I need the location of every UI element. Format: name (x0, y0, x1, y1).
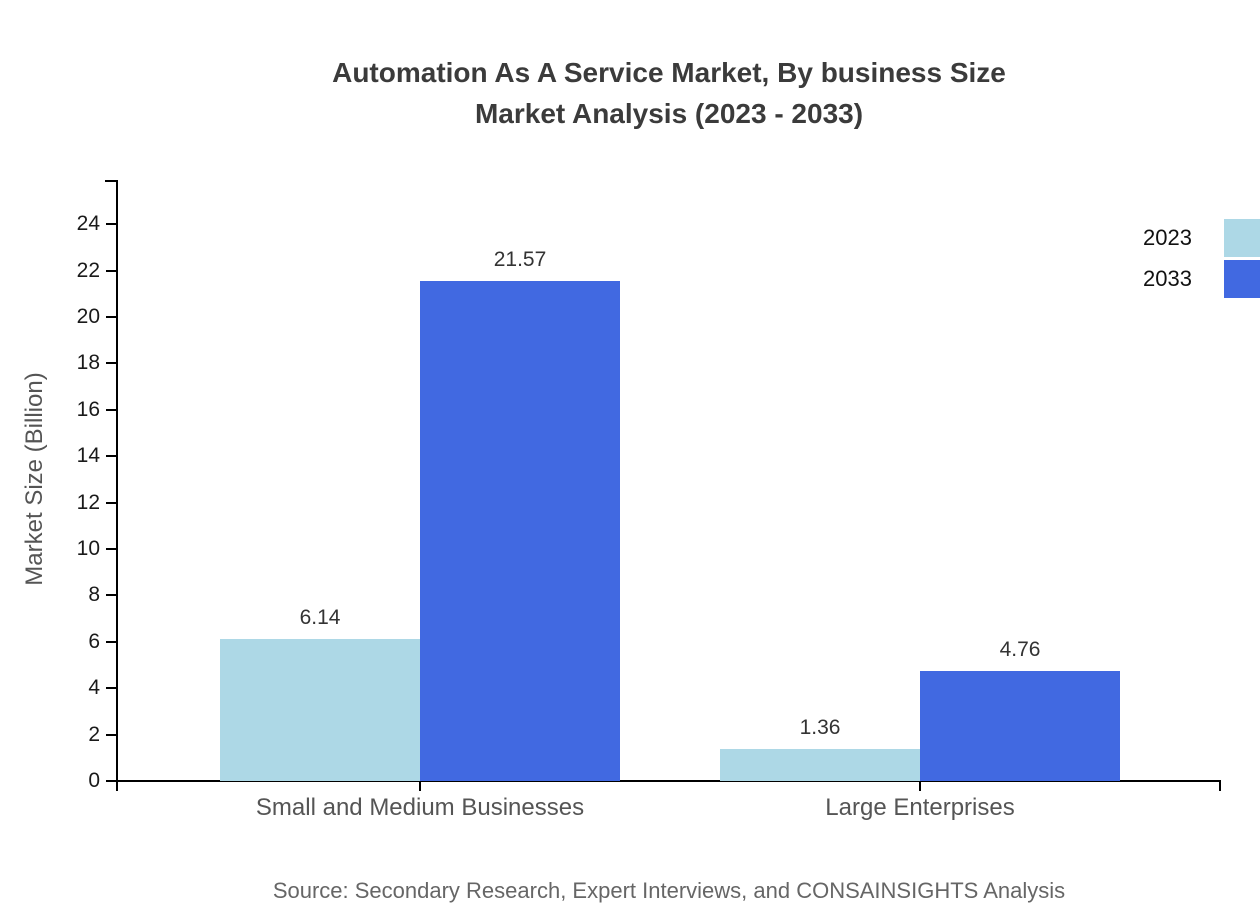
chart-title: Automation As A Service Market, By busin… (117, 52, 1221, 134)
y-tick (106, 594, 117, 597)
bar-2023-group1 (220, 638, 420, 781)
chart-title-line1: Automation As A Service Market, By busin… (332, 57, 1006, 88)
value-label: 1.36 (799, 716, 841, 740)
y-tick-label: 2 (88, 722, 100, 746)
y-tick (106, 780, 117, 782)
y-tick (106, 548, 117, 550)
x-tick (419, 781, 421, 791)
y-tick-label: 0 (88, 769, 100, 792)
value-label: 4.76 (999, 637, 1041, 661)
y-tick-label: 14 (76, 444, 100, 468)
legend-swatch-2033 (1224, 260, 1260, 298)
y-tick (106, 269, 117, 272)
y-tick-label: 12 (76, 490, 100, 514)
y-tick (106, 733, 117, 736)
y-tick (106, 316, 117, 318)
y-tick-label: 24 (76, 212, 100, 236)
category-label: Large Enterprises (825, 794, 1015, 821)
legend-label-2033: 2033 (1143, 266, 1192, 291)
value-label: 21.57 (493, 247, 547, 271)
category-label: Small and Medium Businesses (255, 794, 585, 821)
y-axis-line (116, 180, 118, 783)
value-label: 6.14 (299, 605, 341, 629)
bar-2033-group1 (420, 280, 620, 781)
y-tick-label: 20 (76, 305, 100, 328)
y-tick-label: 22 (76, 258, 100, 282)
y-tick (106, 640, 117, 643)
source-note: Source: Secondary Research, Expert Inter… (272, 878, 1066, 903)
y-axis-end-cap (105, 180, 117, 182)
x-tick (116, 781, 118, 791)
y-tick (106, 455, 117, 458)
x-tick (1219, 781, 1221, 791)
y-tick (106, 223, 117, 226)
y-tick-label: 10 (76, 537, 100, 560)
y-tick (106, 687, 117, 690)
x-tick (919, 781, 921, 791)
bar-2033-group2 (920, 670, 1120, 781)
y-tick-label: 16 (76, 397, 100, 421)
y-tick (106, 501, 117, 504)
y-tick-label: 6 (88, 629, 100, 653)
y-tick (106, 362, 117, 365)
y-tick (106, 408, 117, 411)
y-tick-label: 4 (88, 676, 100, 700)
legend-swatch-2023 (1224, 219, 1260, 257)
y-tick-label: 8 (88, 583, 100, 607)
x-axis-line (116, 780, 1221, 782)
y-tick-label: 18 (76, 351, 100, 375)
legend-label-2023: 2023 (1143, 225, 1192, 250)
bar-2023-group2 (720, 749, 920, 781)
chart-title-line2: Market Analysis (2023 - 2033) (474, 98, 864, 129)
